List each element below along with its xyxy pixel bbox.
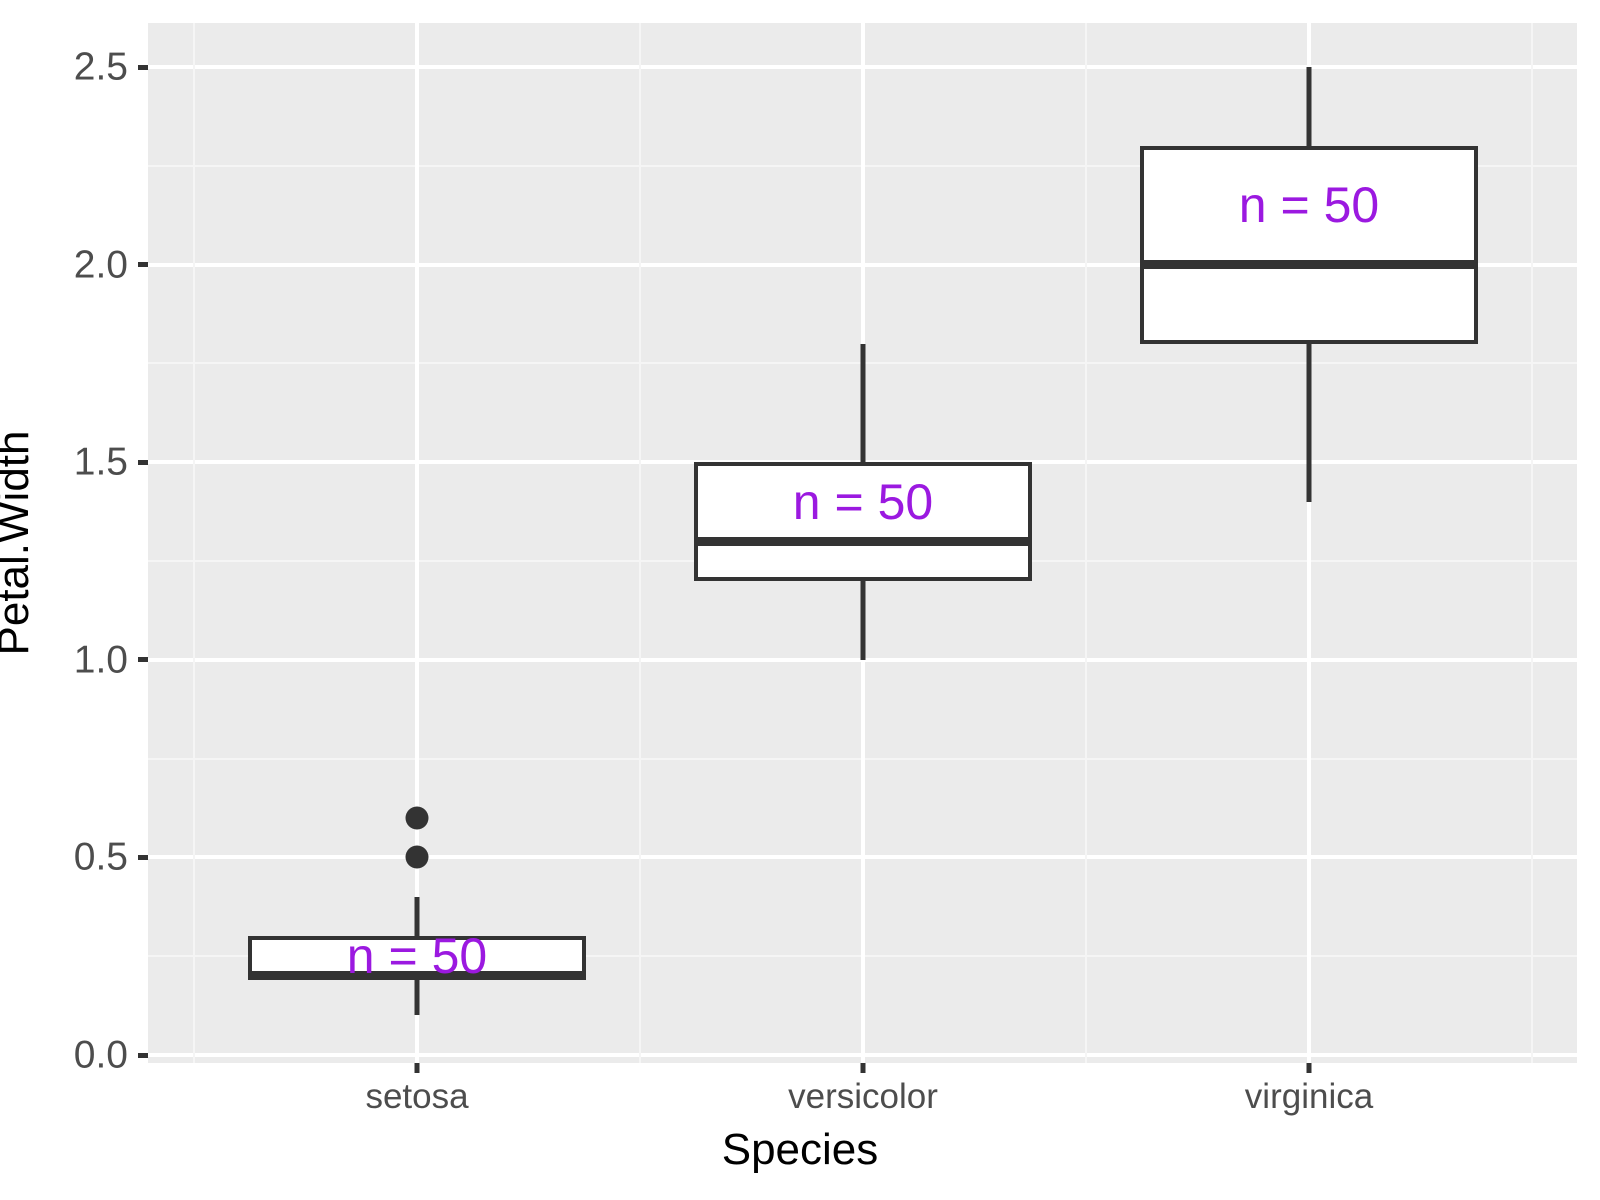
- boxplot-versicolor[interactable]: n = 50: [148, 23, 1577, 1063]
- grid-minor-vertical: [1531, 23, 1533, 1063]
- whisker-upper: [860, 343, 866, 463]
- median-line: [694, 536, 1032, 546]
- grid-minor-vertical: [639, 23, 641, 1063]
- x-tick-mark: [1306, 1063, 1312, 1073]
- y-tick-mark: [138, 1052, 148, 1058]
- median-line: [1140, 260, 1478, 270]
- x-tick-mark: [414, 1063, 420, 1073]
- grid-minor-vertical: [193, 23, 195, 1063]
- x-tick-label-virginica: virginica: [1244, 1077, 1374, 1116]
- y-tick-mark: [138, 854, 148, 860]
- count-annotation-versicolor: n = 50: [792, 473, 934, 530]
- y-tick-label: 2.0: [73, 243, 128, 287]
- boxplot-virginica[interactable]: n = 50: [148, 23, 1577, 1063]
- y-tick-label: 0.0: [73, 1033, 128, 1077]
- x-tick-mark: [860, 1063, 866, 1073]
- y-tick-label: 1.0: [73, 638, 128, 682]
- box-iqr: [694, 462, 1032, 581]
- x-tick-label-versicolor: versicolor: [788, 1077, 938, 1116]
- outlier-point: [405, 806, 429, 830]
- x-axis-title: Species: [721, 1125, 879, 1174]
- outlier-point: [405, 845, 429, 869]
- median-line: [248, 971, 586, 981]
- grid-major-vertical: [1307, 23, 1311, 1063]
- y-tick-mark: [138, 262, 148, 268]
- plot-panel: n = 50 n = 50 n = 50: [148, 23, 1577, 1063]
- grid-major-vertical: [415, 23, 419, 1063]
- y-tick-label: 2.5: [73, 45, 128, 89]
- boxplot-setosa[interactable]: n = 50: [148, 23, 1577, 1063]
- whisker-lower: [860, 580, 866, 660]
- grid-minor-vertical: [1085, 23, 1087, 1063]
- y-axis-title: Petal.Width: [0, 430, 38, 656]
- whisker-lower: [414, 975, 420, 1016]
- y-tick-label: 1.5: [73, 440, 128, 484]
- whisker-upper: [1306, 67, 1312, 147]
- y-tick-mark: [138, 64, 148, 70]
- whisker-upper: [414, 896, 420, 937]
- y-tick-mark: [138, 459, 148, 465]
- count-annotation-setosa: n = 50: [346, 928, 488, 985]
- whisker-lower: [1306, 343, 1312, 502]
- x-tick-label-setosa: setosa: [365, 1077, 469, 1116]
- box-iqr: [1140, 146, 1478, 344]
- y-tick-label: 0.5: [73, 835, 128, 879]
- count-annotation-virginica: n = 50: [1238, 177, 1380, 234]
- y-tick-mark: [138, 657, 148, 663]
